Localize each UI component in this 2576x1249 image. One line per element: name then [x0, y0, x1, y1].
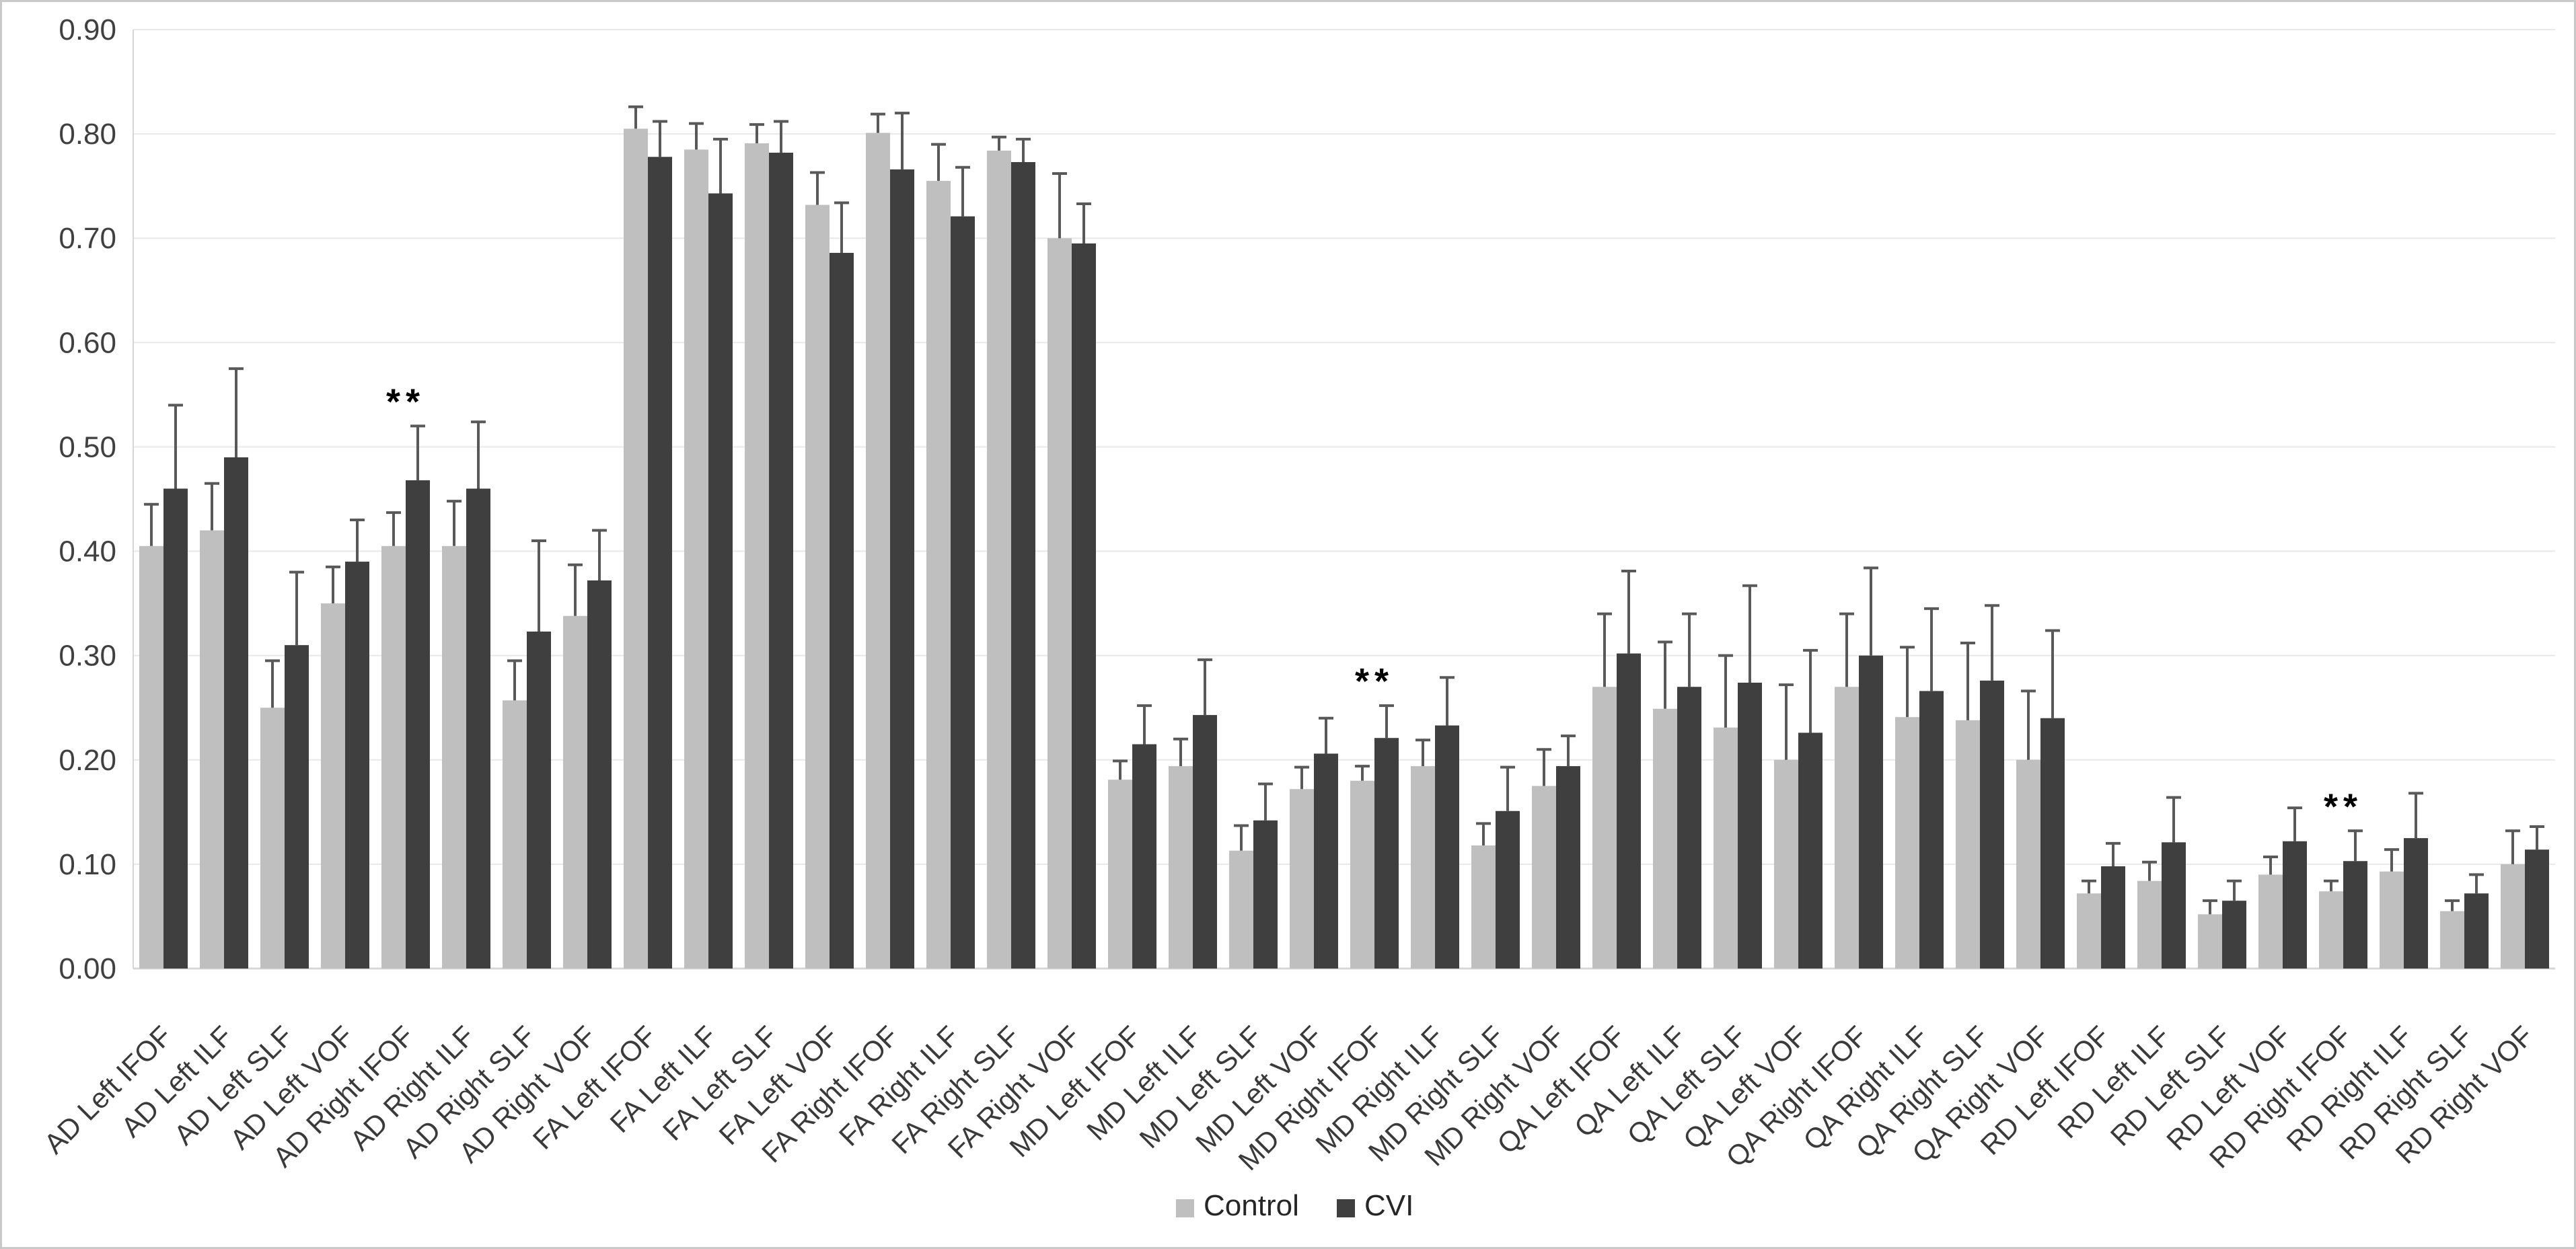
bar-control-35 [2258, 874, 2283, 969]
bar-control-36 [2319, 891, 2343, 969]
y-tick-label: 0.50 [59, 430, 116, 463]
bar-cvi-18 [1253, 820, 1278, 969]
bar-control-6 [503, 700, 527, 969]
bar-cvi-29 [1919, 691, 1944, 969]
bar-cvi-12 [890, 169, 914, 969]
bar-control-3 [321, 603, 345, 969]
bar-control-31 [2016, 759, 2040, 969]
bar-control-38 [2440, 911, 2464, 969]
bar-cvi-17 [1193, 715, 1217, 969]
bar-control-12 [866, 133, 890, 969]
bar-control-8 [624, 128, 648, 969]
bar-cvi-7 [587, 580, 612, 969]
bar-cvi-11 [830, 252, 854, 969]
bar-control-4 [381, 545, 406, 969]
y-tick-label: 0.60 [59, 326, 116, 359]
bar-control-0 [139, 545, 163, 969]
y-tick-label: 0.40 [59, 535, 116, 568]
bar-cvi-22 [1496, 810, 1520, 969]
bar-control-28 [1835, 687, 1859, 969]
legend-swatch-cvi [1337, 1199, 1355, 1217]
bar-control-5 [442, 545, 466, 969]
bar-cvi-20 [1374, 738, 1399, 969]
bar-cvi-34 [2222, 901, 2246, 969]
bar-control-17 [1169, 766, 1193, 969]
bar-cvi-37 [2404, 838, 2428, 969]
bar-control-23 [1532, 786, 1556, 969]
bar-cvi-0 [163, 488, 188, 969]
bar-cvi-2 [285, 645, 309, 969]
bar-cvi-36 [2343, 861, 2367, 969]
bar-control-19 [1290, 789, 1314, 969]
bar-cvi-28 [1859, 655, 1883, 969]
bar-cvi-30 [1980, 680, 2004, 969]
bar-control-16 [1108, 780, 1132, 969]
bar-cvi-23 [1556, 766, 1580, 969]
legend-swatch-control [1176, 1199, 1194, 1217]
bar-control-32 [2077, 893, 2101, 969]
significance-marker: ** [1355, 661, 1394, 702]
bar-cvi-31 [2040, 718, 2065, 969]
bar-cvi-3 [345, 562, 369, 969]
bar-cvi-25 [1677, 687, 1701, 969]
y-tick-label: 0.90 [59, 13, 116, 46]
bar-control-39 [2501, 864, 2525, 969]
bar-control-7 [563, 615, 587, 969]
bar-cvi-15 [1072, 243, 1096, 969]
bar-cvi-26 [1738, 682, 1762, 969]
bar-cvi-9 [708, 193, 733, 969]
bar-cvi-4 [406, 480, 430, 969]
bar-control-21 [1411, 766, 1435, 969]
bar-cvi-39 [2525, 849, 2549, 969]
bar-cvi-27 [1798, 732, 1823, 969]
y-tick-label: 0.10 [59, 848, 116, 881]
bar-control-26 [1714, 727, 1738, 969]
significance-marker: ** [386, 381, 425, 422]
bar-control-15 [1047, 238, 1072, 969]
bar-control-2 [260, 708, 285, 969]
y-tick-label: 0.70 [59, 222, 116, 255]
bar-control-10 [745, 143, 769, 969]
bar-control-13 [926, 180, 951, 969]
bar-cvi-6 [527, 631, 551, 969]
bar-control-27 [1774, 759, 1798, 969]
bar-control-34 [2198, 914, 2222, 969]
bar-cvi-1 [224, 457, 248, 969]
bar-cvi-33 [2162, 842, 2186, 969]
bar-control-29 [1895, 717, 1919, 969]
bar-control-9 [684, 149, 708, 969]
y-tick-label: 0.00 [59, 952, 116, 985]
bar-control-18 [1229, 850, 1253, 969]
bar-control-33 [2137, 880, 2162, 969]
bar-cvi-21 [1435, 725, 1459, 969]
bar-cvi-32 [2101, 866, 2125, 969]
bar-cvi-8 [648, 157, 672, 969]
bar-control-25 [1653, 708, 1677, 969]
legend-label-cvi: CVI [1364, 1189, 1413, 1222]
bar-cvi-5 [466, 488, 490, 969]
bar-control-24 [1592, 687, 1617, 969]
y-tick-label: 0.20 [59, 744, 116, 777]
significance-marker: ** [2324, 786, 2363, 827]
bar-cvi-19 [1314, 753, 1338, 969]
bar-control-37 [2380, 871, 2404, 969]
bar-cvi-13 [951, 216, 975, 969]
bar-cvi-16 [1132, 744, 1156, 969]
bar-control-11 [805, 204, 830, 969]
bar-control-22 [1471, 845, 1496, 969]
bar-cvi-38 [2464, 893, 2489, 969]
legend-label-control: Control [1204, 1189, 1299, 1222]
bar-cvi-35 [2283, 841, 2307, 969]
bar-control-20 [1350, 780, 1374, 969]
bar-control-1 [200, 530, 224, 969]
y-tick-label: 0.30 [59, 640, 116, 673]
bar-control-30 [1956, 720, 1980, 969]
bar-control-14 [987, 150, 1011, 969]
bar-cvi-24 [1617, 653, 1641, 969]
bar-cvi-14 [1011, 161, 1035, 969]
y-tick-label: 0.80 [59, 118, 116, 151]
bar-cvi-10 [769, 153, 793, 969]
